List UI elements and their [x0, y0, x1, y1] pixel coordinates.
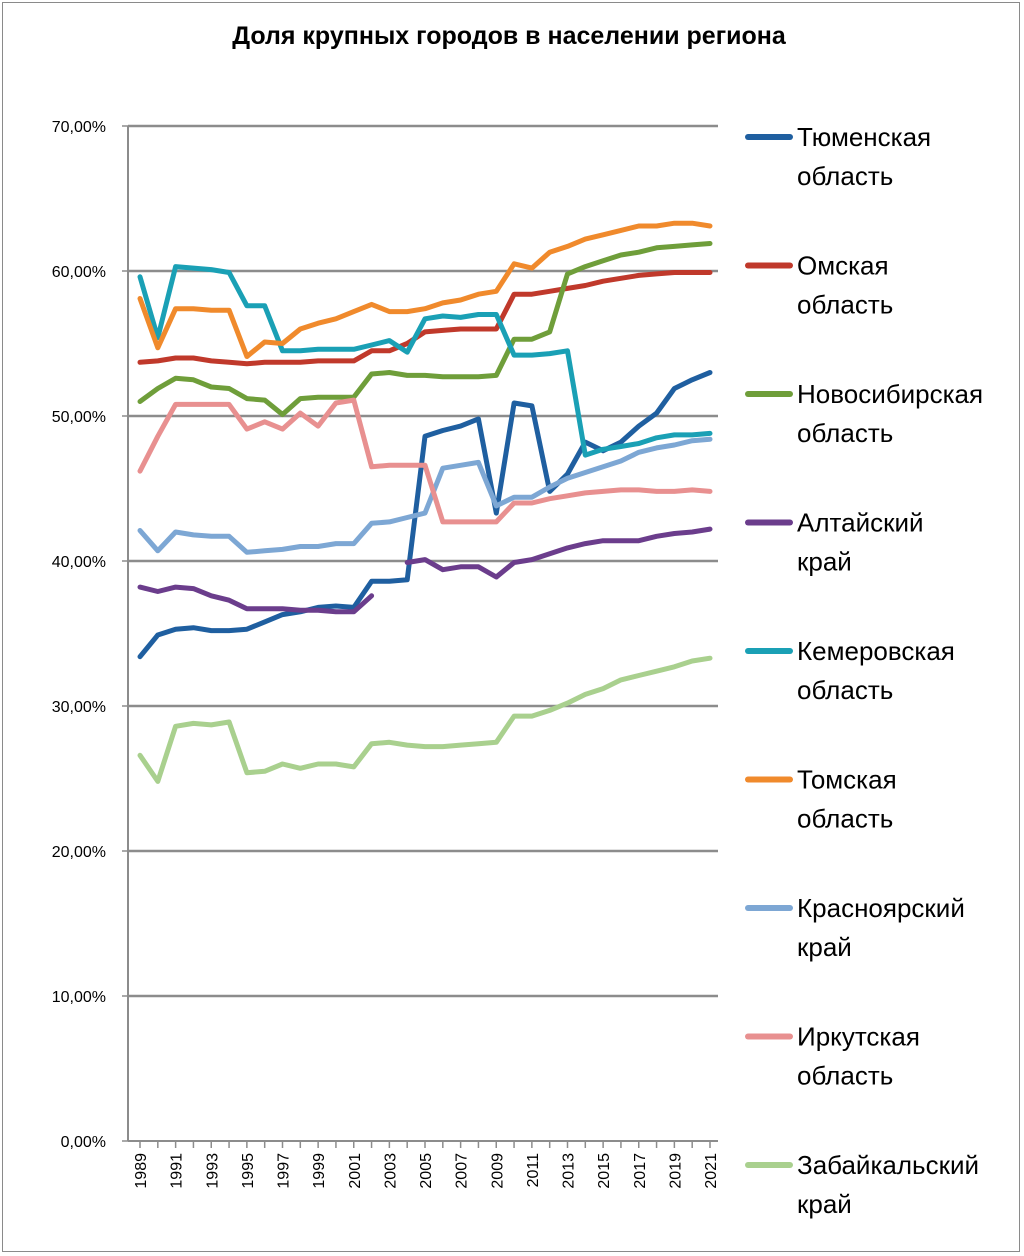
- x-tick-label: 1989: [133, 1153, 150, 1189]
- x-tick-label: 1995: [240, 1153, 257, 1189]
- legend-label: Алтайский край: [797, 508, 924, 577]
- series-line: [137, 270, 713, 367]
- series-line: [137, 264, 713, 458]
- y-tick-label: 70,00%: [52, 119, 106, 136]
- y-tick-label: 30,00%: [52, 699, 106, 716]
- legend-label: Томская область: [797, 765, 897, 834]
- x-tick-label: 2013: [561, 1153, 578, 1189]
- legend-label: Кемеровская область: [797, 636, 955, 705]
- axes: [127, 126, 718, 1142]
- legend-label: Новосибирская область: [797, 379, 983, 448]
- series-lines: [137, 220, 713, 784]
- x-tick-label: 2005: [418, 1153, 435, 1189]
- x-tick-label: 2015: [596, 1153, 613, 1189]
- legend-label: Забайкальский край: [797, 1150, 979, 1219]
- y-tick-label: 60,00%: [52, 264, 106, 281]
- series-line: [137, 397, 713, 525]
- x-tick-label: 2009: [489, 1153, 506, 1189]
- series-line: [137, 655, 713, 784]
- x-tick-label: 1991: [169, 1153, 186, 1189]
- legend-label: Тюменская область: [797, 122, 931, 191]
- legend-label: Омская область: [797, 251, 893, 320]
- x-tick-label: 2001: [347, 1153, 364, 1189]
- x-tick-label: 1997: [276, 1153, 293, 1189]
- y-tick-label: 10,00%: [52, 989, 106, 1006]
- legend-label: Иркутская область: [797, 1022, 920, 1091]
- y-tick-label: 50,00%: [52, 409, 106, 426]
- x-tick-label: 2003: [382, 1153, 399, 1189]
- y-tick-label: 20,00%: [52, 844, 106, 861]
- x-tick-label: 2021: [703, 1153, 720, 1189]
- x-tick-label: 2017: [632, 1153, 649, 1189]
- gridlines: [128, 124, 718, 998]
- x-axis-ticks: 1989 1991 1993 1995 1997 1999 2001 2003 2005 2007…: [133, 1141, 720, 1189]
- x-tick-label: 2011: [525, 1153, 542, 1188]
- legend-label: Красноярский край: [797, 893, 965, 962]
- y-axis-ticks: 0,00% 10,00% 20,00% 30,00% 40,00% 50,00% 60,00…: [52, 119, 128, 1151]
- x-tick-label: 2019: [667, 1153, 684, 1189]
- x-tick-label: 1993: [204, 1153, 221, 1189]
- series-line: [137, 220, 713, 359]
- x-tick-label: 1999: [311, 1153, 328, 1189]
- chart-title: Доля крупных городов в населении региона: [232, 22, 786, 50]
- series-line: [137, 241, 713, 417]
- x-tick-label: 2007: [454, 1153, 471, 1189]
- series-line: [137, 436, 713, 555]
- y-tick-label: 0,00%: [61, 1134, 106, 1151]
- y-tick-label: 40,00%: [52, 554, 106, 571]
- legend: Тюменская область Омская область Новосибирск…: [745, 122, 983, 1219]
- series-line: [137, 526, 713, 615]
